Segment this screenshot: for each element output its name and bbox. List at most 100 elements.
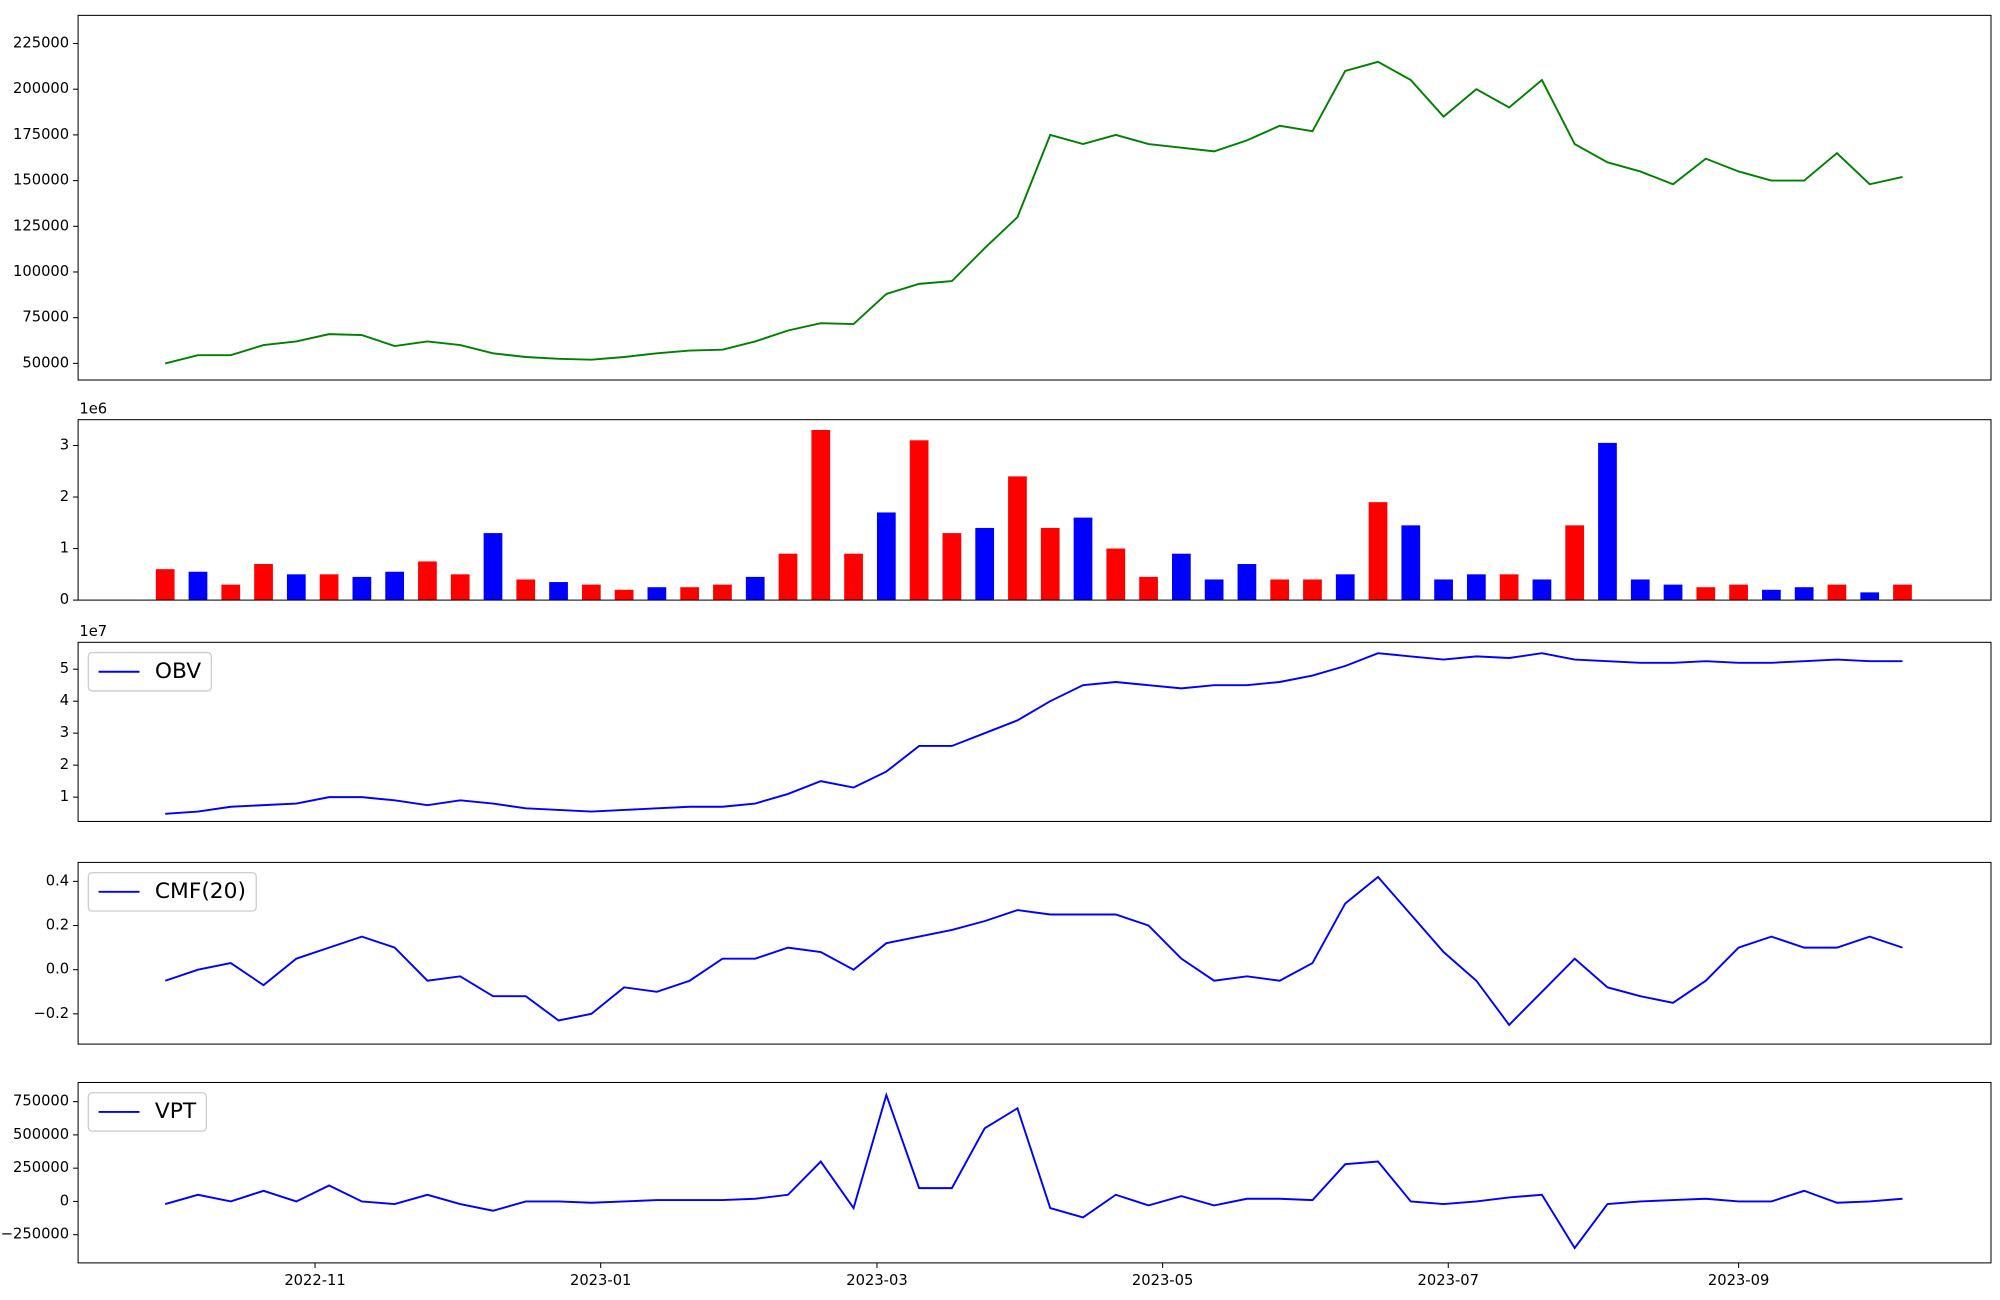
- data-line: [164, 60, 1903, 365]
- volume-bar: [1696, 587, 1716, 601]
- volume-bar: [680, 587, 700, 601]
- y-tick-label: 50000: [22, 354, 69, 371]
- x-tick-label: 2022-11: [284, 1272, 345, 1289]
- legend-box: [87, 871, 257, 912]
- volume-bar: [549, 582, 568, 601]
- x-tick-label: 2023-07: [1418, 1272, 1479, 1289]
- y-tick-label: 0: [60, 591, 69, 608]
- volume-bar: [483, 533, 503, 601]
- volume-bar: [1303, 579, 1322, 601]
- y-tick-label: 75000: [22, 309, 69, 326]
- volume-bar: [1008, 476, 1027, 601]
- x-tick-label: 2023-01: [570, 1272, 631, 1289]
- y-tick-label: 125000: [13, 217, 69, 234]
- y-tick-label: 500000: [13, 1126, 69, 1143]
- volume-bar: [1106, 548, 1126, 601]
- y-offset-label: 1e6: [79, 400, 107, 417]
- volume-bar: [319, 574, 339, 601]
- volume-bar: [188, 571, 208, 601]
- volume-bar: [418, 561, 437, 601]
- axes-frame: [77, 641, 1992, 822]
- y-tick-label: 3: [60, 724, 69, 741]
- volume-bar: [1171, 553, 1191, 601]
- volume-bar: [286, 574, 306, 601]
- volume-bar: [352, 576, 372, 601]
- y-tick-label: −0.2: [33, 1005, 69, 1022]
- volume-bar: [1270, 579, 1290, 601]
- volume-bar: [713, 584, 732, 601]
- volume-bar: [1401, 525, 1421, 601]
- y-tick-label: 3: [60, 436, 69, 453]
- volume-bar: [1073, 517, 1093, 601]
- y-tick-label: 1: [60, 540, 69, 557]
- volume-bar: [811, 429, 831, 601]
- data-line: [164, 875, 1903, 1027]
- y-tick-label: −250000: [1, 1226, 69, 1243]
- axes-frame: [77, 419, 1992, 601]
- volume-bar: [1729, 584, 1748, 601]
- volume-bar: [1860, 592, 1880, 601]
- volume-bar: [1466, 574, 1486, 601]
- volume-bar: [1237, 564, 1257, 601]
- y-tick-label: 0.2: [46, 917, 69, 934]
- volume-bar: [254, 564, 273, 601]
- volume-bar: [155, 569, 175, 601]
- y-tick-label: 0: [60, 1192, 69, 1209]
- volume-bar: [1499, 574, 1519, 601]
- y-tick-label: 750000: [13, 1093, 69, 1110]
- x-tick-label: 2023-09: [1708, 1272, 1769, 1289]
- legend-label: VPT: [155, 1099, 197, 1124]
- x-tick-label: 2023-05: [1132, 1272, 1193, 1289]
- volume-bar: [516, 579, 536, 601]
- volume-bar: [745, 576, 765, 601]
- y-tick-label: 0.4: [46, 872, 69, 889]
- volume-bar: [1368, 502, 1388, 601]
- y-tick-label: 2: [60, 488, 69, 505]
- volume-bar: [778, 553, 798, 601]
- volume-bar: [1204, 579, 1224, 601]
- axes-frame: [77, 861, 1992, 1045]
- volume-bar: [1827, 584, 1847, 601]
- volume-bar: [385, 571, 405, 601]
- y-tick-label: 5: [60, 660, 69, 677]
- volume-bar: [1893, 584, 1912, 601]
- y-tick-label: 175000: [13, 126, 69, 143]
- volume-bar: [1335, 574, 1355, 601]
- legend-box: [87, 1092, 208, 1132]
- y-tick-label: 225000: [13, 35, 69, 52]
- volume-bar: [221, 584, 241, 601]
- y-tick-label: 1: [60, 788, 69, 805]
- volume-bar: [1434, 579, 1453, 601]
- y-tick-label: 200000: [13, 80, 69, 97]
- x-tick-label: 2023-03: [846, 1272, 907, 1289]
- volume-bar: [1040, 527, 1060, 601]
- volume-bar: [1663, 584, 1683, 601]
- legend-label: CMF(20): [155, 879, 246, 904]
- y-tick-label: 150000: [13, 172, 69, 189]
- data-line: [165, 652, 1903, 815]
- volume-bar: [450, 574, 470, 601]
- y-tick-label: 2: [60, 756, 69, 773]
- y-tick-label: 0.0: [46, 961, 69, 978]
- volume-bar: [942, 533, 962, 601]
- volume-bar: [1532, 579, 1552, 601]
- volume-bar: [975, 527, 995, 601]
- legend-box: [87, 651, 213, 692]
- y-tick-label: 100000: [13, 263, 69, 280]
- y-tick-label: 4: [60, 692, 69, 709]
- volume-bar: [844, 553, 863, 601]
- volume-bar: [876, 512, 896, 601]
- volume-bar: [1794, 587, 1814, 601]
- volume-bar: [1762, 589, 1781, 601]
- volume-bar: [1565, 525, 1585, 601]
- axes-frame: [77, 1081, 1992, 1264]
- axes-frame: [77, 14, 1992, 381]
- volume-bar: [909, 440, 929, 601]
- legend-label: OBV: [155, 659, 201, 684]
- volume-bar: [614, 589, 634, 601]
- data-line: [164, 1091, 1903, 1250]
- y-offset-label: 1e7: [79, 623, 107, 640]
- volume-bar: [1598, 442, 1617, 601]
- volume-bar: [647, 587, 667, 601]
- volume-bar: [1139, 576, 1158, 601]
